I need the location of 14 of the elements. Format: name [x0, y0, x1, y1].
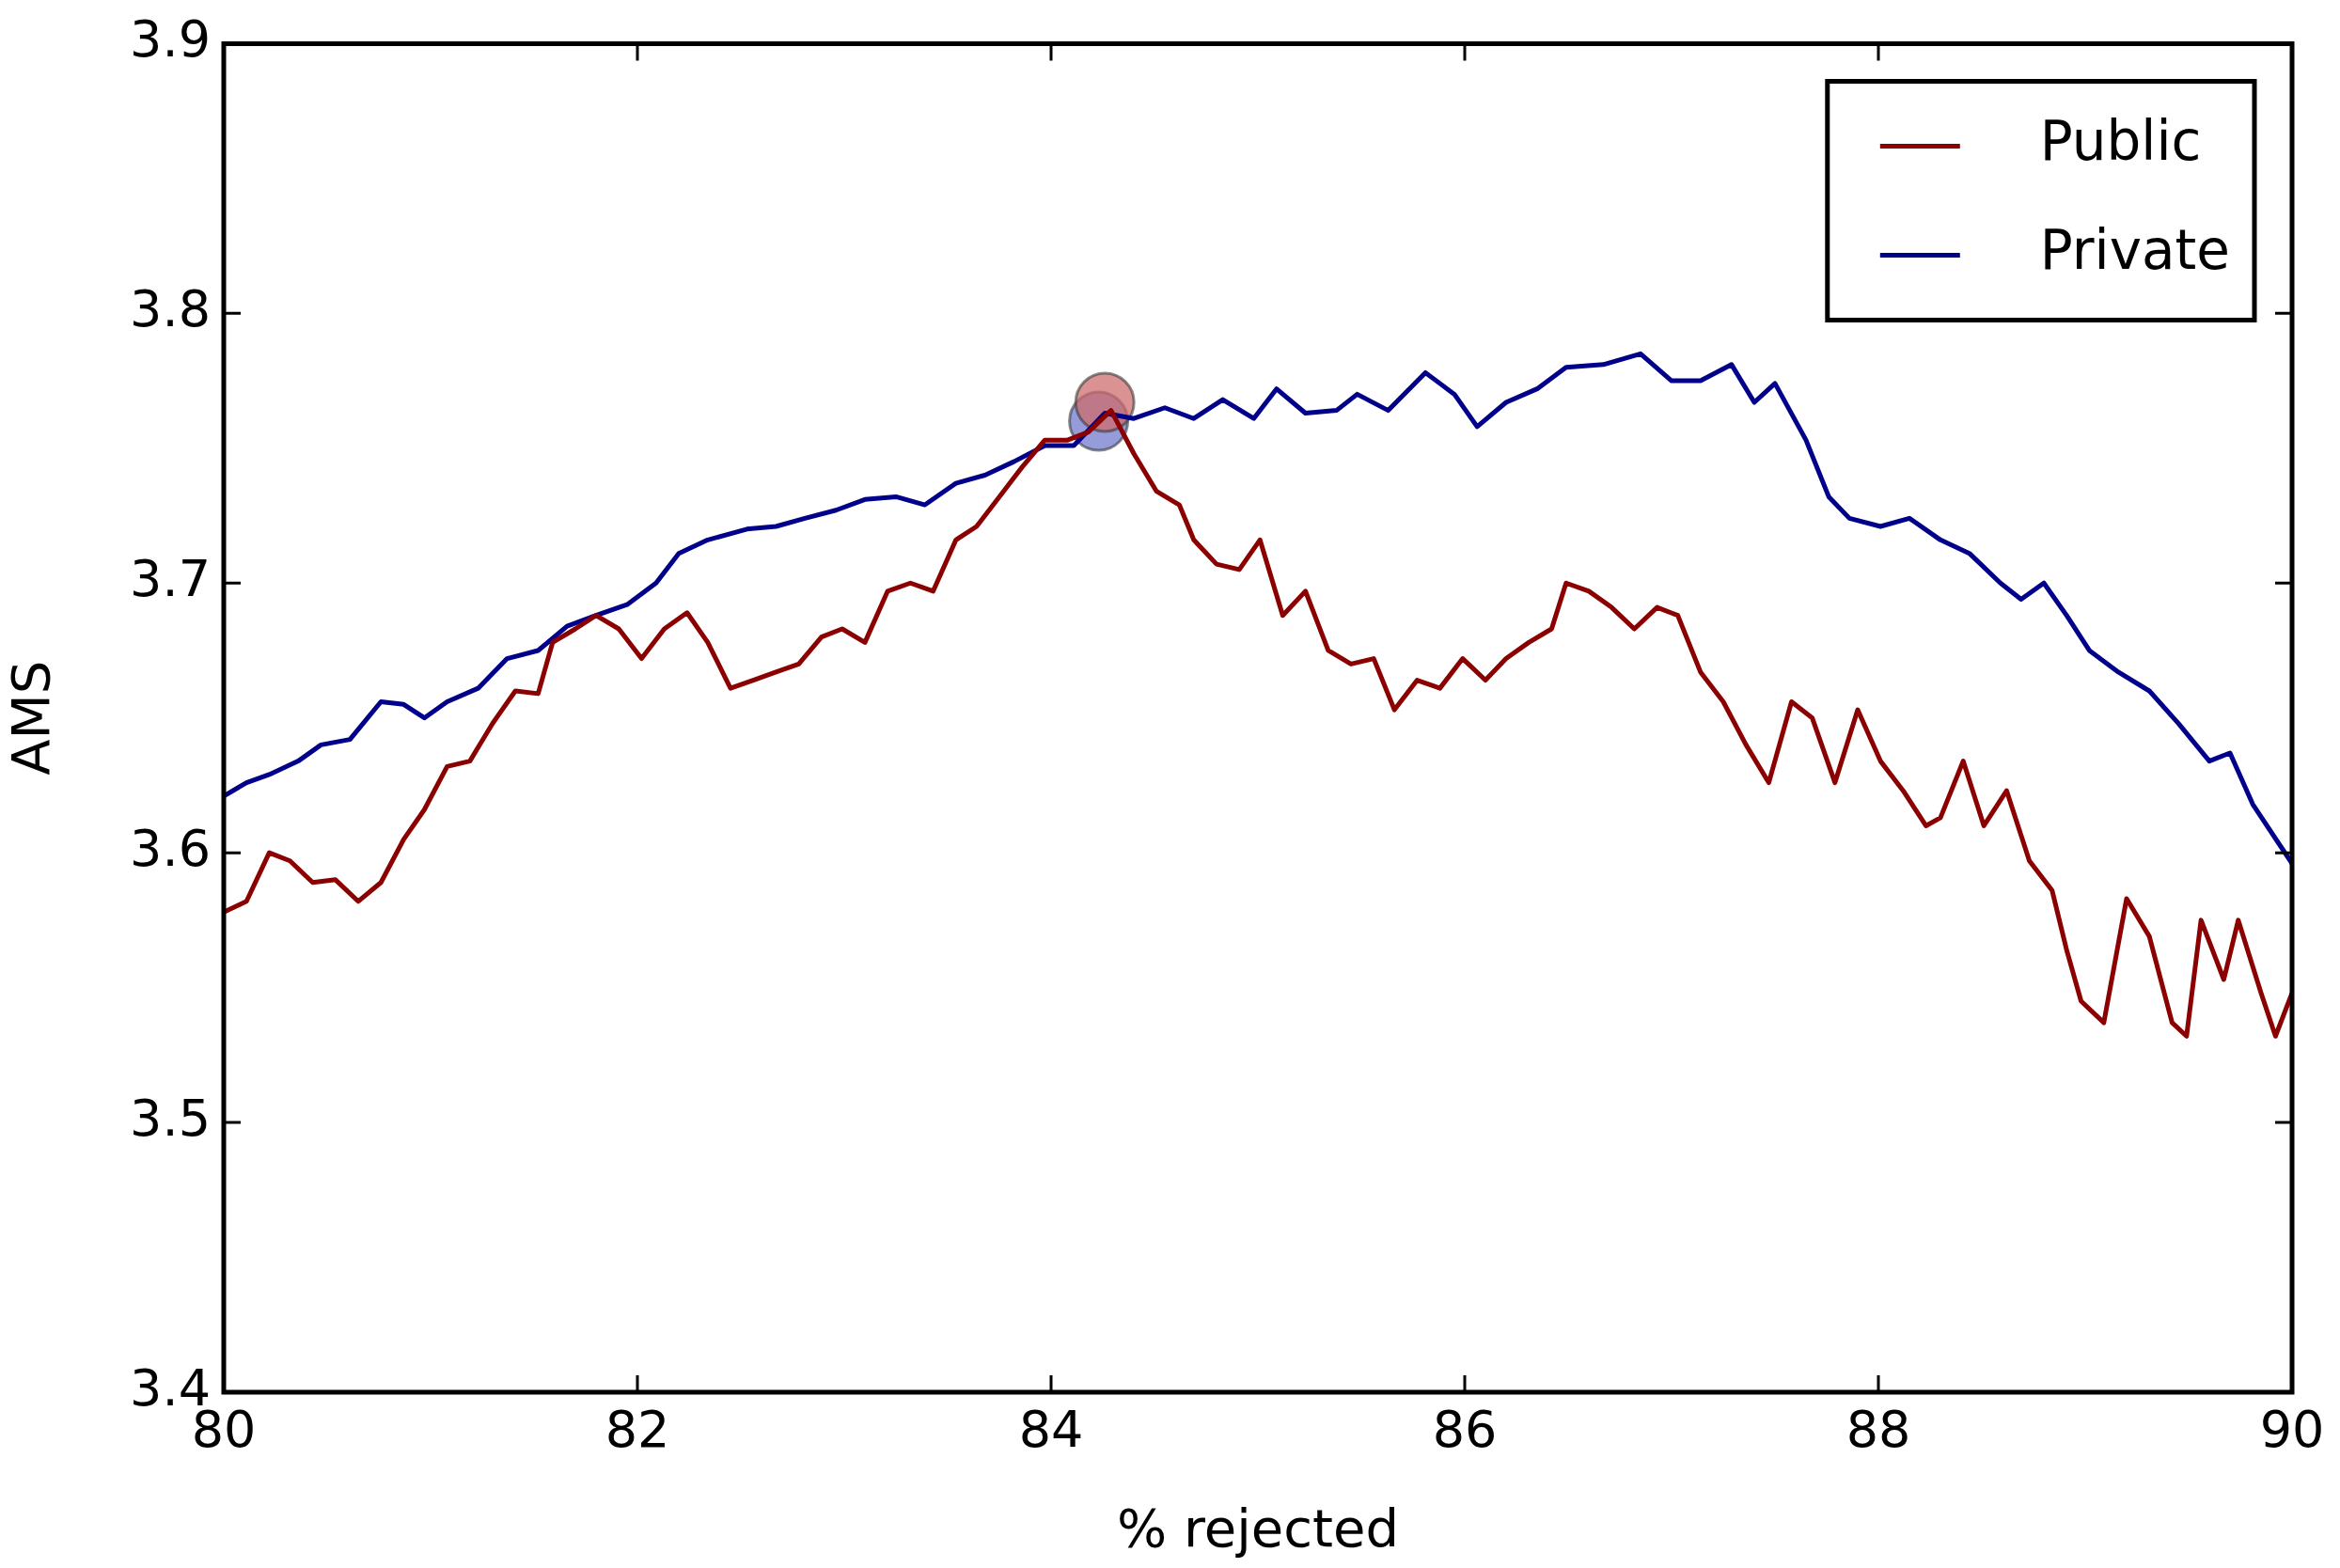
y-tick-label: 3.5 [130, 1089, 211, 1149]
x-tick-label: 90 [2259, 1400, 2325, 1460]
x-tick-label: 82 [605, 1400, 670, 1460]
y-tick-label: 3.6 [130, 819, 211, 879]
y-tick-label: 3.9 [130, 9, 211, 70]
y-tick-label: 3.7 [130, 549, 211, 609]
legend-label: Private [2039, 218, 2231, 283]
legend-label: Public [2039, 109, 2202, 174]
x-tick-label: 84 [1018, 1400, 1084, 1460]
y-axis-title: AMS [0, 660, 62, 776]
y-tick-label: 3.8 [130, 279, 211, 339]
x-axis-title: % rejected [1116, 1497, 1400, 1559]
x-tick-label: 86 [1432, 1400, 1498, 1460]
x-tick-label: 88 [1845, 1400, 1911, 1460]
